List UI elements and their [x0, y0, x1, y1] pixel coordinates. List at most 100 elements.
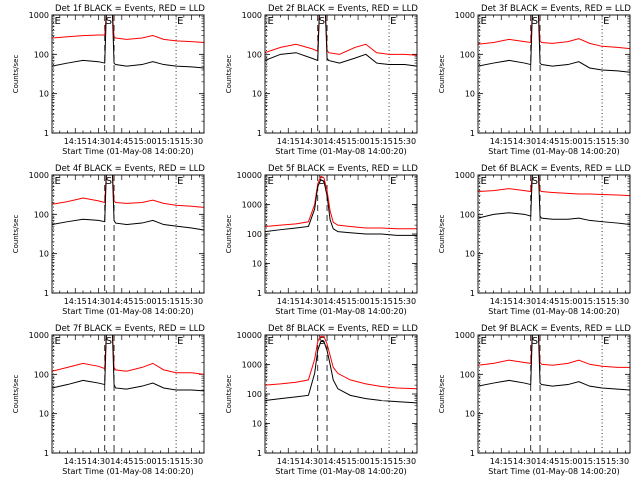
y-tick-label: 1000: [455, 171, 475, 180]
marker-label: E: [55, 16, 61, 27]
marker-label: S: [319, 176, 325, 187]
x-tick-label: 14:45: [110, 297, 133, 306]
y-axis-label: Counts/sec: [438, 55, 446, 94]
plot-frame: [264, 334, 418, 454]
y-tick-label: 10: [465, 90, 475, 99]
y-tick-label: 100: [460, 370, 475, 379]
x-tick-label: 14:45: [536, 297, 559, 306]
events-series-line: [265, 15, 417, 67]
events-series-line: [478, 175, 630, 226]
x-tick-label: 14:15: [490, 457, 513, 466]
x-tick-label: 14:45: [323, 457, 346, 466]
marker-label: E: [268, 16, 274, 27]
x-tick-label: 15:00: [347, 137, 370, 146]
y-axis-label: Counts/sec: [225, 215, 233, 254]
plot-frame: [51, 14, 205, 134]
x-tick-label: 15:15: [370, 457, 393, 466]
x-tick-label: 14:15: [64, 457, 87, 466]
x-tick-label: 15:15: [370, 137, 393, 146]
x-axis-label: Start Time (01-May-08 14:00:20): [275, 467, 406, 476]
marker-label: E: [390, 176, 396, 187]
x-tick-label: 14:15: [490, 297, 513, 306]
x-tick-label: 14:45: [323, 297, 346, 306]
lld-series-line: [52, 175, 204, 208]
x-tick-label: 15:30: [606, 297, 629, 306]
x-tick-label: 14:30: [513, 457, 536, 466]
marker-label: E: [603, 176, 609, 187]
y-tick-label: 10000: [237, 331, 262, 340]
y-tick-label: 1: [470, 129, 475, 138]
x-axis-label: Start Time (01-May-08 14:00:20): [62, 147, 193, 156]
y-tick-label: 10: [252, 90, 262, 99]
marker-label: S: [106, 336, 112, 347]
marker-label: E: [390, 16, 396, 27]
panel-title: Det 9f BLACK = Events, RED = LLD: [481, 324, 631, 334]
y-tick-label: 10: [39, 410, 49, 419]
y-tick-label: 1: [257, 289, 262, 298]
panel-title: Det 4f BLACK = Events, RED = LLD: [55, 164, 205, 174]
y-tick-label: 100: [247, 50, 262, 59]
marker-label: E: [55, 336, 61, 347]
y-tick-label: 10000: [237, 171, 262, 180]
detector-panel-2: Det 2f BLACK = Events, RED = LLD Counts/s…: [225, 4, 418, 156]
y-tick-label: 100: [460, 210, 475, 219]
x-tick-label: 15:30: [180, 297, 203, 306]
y-tick-label: 1: [44, 129, 49, 138]
plot-frame: [51, 174, 205, 294]
y-tick-label: 1: [470, 449, 475, 458]
x-tick-label: 15:15: [583, 457, 606, 466]
marker-label: E: [603, 336, 609, 347]
marker-label: E: [481, 16, 487, 27]
y-axis-label: Counts/sec: [438, 215, 446, 254]
x-tick-label: 15:00: [347, 457, 370, 466]
panel-title: Det 2f BLACK = Events, RED = LLD: [268, 4, 418, 14]
detector-panel-4: Det 4f BLACK = Events, RED = LLD Counts/s…: [12, 164, 205, 316]
plot-frame: [51, 334, 205, 454]
y-tick-label: 1000: [242, 361, 262, 370]
events-series-line: [265, 178, 417, 236]
events-series-line: [52, 335, 204, 392]
x-tick-label: 15:00: [560, 297, 583, 306]
lld-series-line: [265, 15, 417, 56]
y-tick-label: 1000: [29, 331, 49, 340]
panel-title: Det 1f BLACK = Events, RED = LLD: [55, 4, 205, 14]
marker-label: E: [177, 336, 183, 347]
events-series-line: [478, 335, 630, 391]
marker-label: E: [603, 16, 609, 27]
x-tick-label: 14:30: [300, 457, 323, 466]
x-tick-label: 14:15: [277, 137, 300, 146]
x-tick-label: 15:15: [583, 297, 606, 306]
y-tick-label: 1: [257, 129, 262, 138]
x-axis-label: Start Time (01-May-08 14:00:20): [62, 307, 193, 316]
y-tick-label: 10: [252, 420, 262, 429]
x-tick-label: 15:00: [560, 137, 583, 146]
events-series-line: [478, 15, 630, 73]
detector-panel-7: Det 7f BLACK = Events, RED = LLD Counts/s…: [12, 324, 205, 476]
x-tick-label: 14:30: [513, 137, 536, 146]
marker-label: E: [268, 176, 274, 187]
x-tick-label: 15:15: [370, 297, 393, 306]
x-tick-label: 14:15: [490, 137, 513, 146]
y-tick-label: 1000: [455, 11, 475, 20]
x-tick-label: 14:15: [277, 297, 300, 306]
x-axis-label: Start Time (01-May-08 14:00:20): [488, 147, 619, 156]
y-axis-label: Counts/sec: [12, 215, 20, 254]
marker-label: S: [532, 176, 538, 187]
detector-panel-1: Det 1f BLACK = Events, RED = LLD Counts/s…: [12, 4, 205, 156]
lld-series-line: [52, 335, 204, 375]
marker-label: S: [532, 336, 538, 347]
x-tick-label: 15:15: [157, 457, 180, 466]
detector-panel-3: Det 3f BLACK = Events, RED = LLD Counts/s…: [438, 4, 631, 156]
panel-title: Det 6f BLACK = Events, RED = LLD: [481, 164, 631, 174]
x-tick-label: 14:45: [536, 457, 559, 466]
y-axis-label: Counts/sec: [225, 55, 233, 94]
y-tick-label: 1000: [29, 171, 49, 180]
x-tick-label: 14:30: [513, 297, 536, 306]
x-tick-label: 15:00: [134, 457, 157, 466]
x-axis-label: Start Time (01-May-08 14:00:20): [488, 307, 619, 316]
x-tick-label: 14:45: [110, 457, 133, 466]
lld-series-line: [478, 335, 630, 368]
lld-series-line: [265, 175, 417, 230]
plot-frame: [264, 14, 418, 134]
